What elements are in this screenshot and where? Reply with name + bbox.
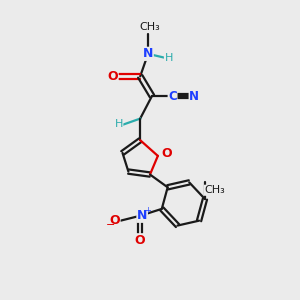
Text: O: O: [161, 147, 172, 161]
Text: CH₃: CH₃: [140, 22, 160, 32]
Text: N: N: [189, 89, 199, 103]
Text: −: −: [106, 220, 116, 230]
Text: O: O: [110, 214, 120, 227]
Text: H: H: [114, 119, 123, 130]
Text: +: +: [145, 206, 152, 215]
Text: O: O: [135, 234, 146, 247]
Text: H: H: [164, 53, 173, 63]
Text: N: N: [143, 47, 153, 60]
Text: C: C: [168, 89, 177, 103]
Text: O: O: [107, 70, 118, 83]
Text: N: N: [137, 209, 147, 222]
Text: CH₃: CH₃: [204, 185, 225, 195]
